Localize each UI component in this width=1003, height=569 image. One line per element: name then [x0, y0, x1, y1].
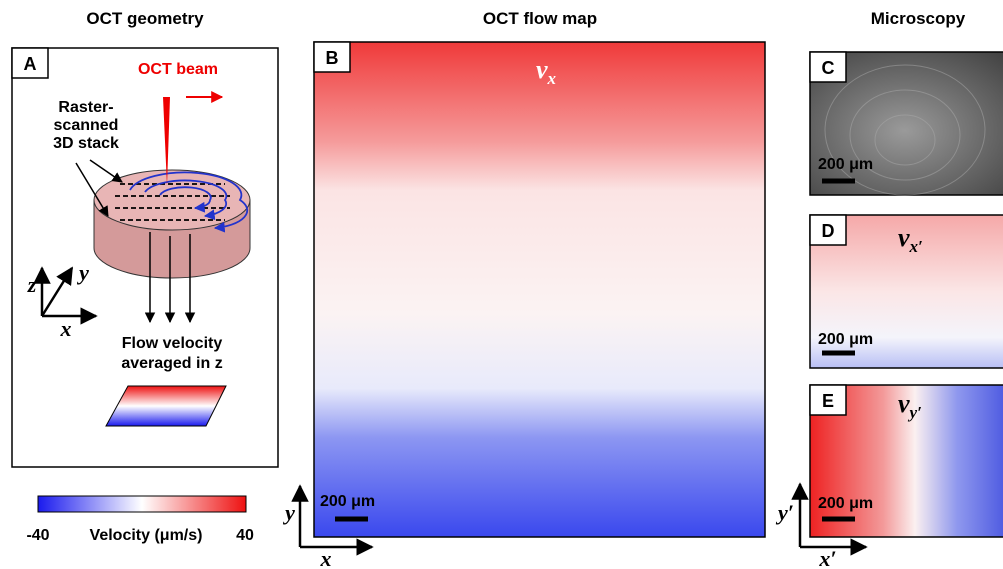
label-base: v	[898, 223, 910, 252]
panel-letter: A	[24, 54, 37, 74]
column-title: OCT geometry	[86, 9, 204, 28]
panel-letter: B	[326, 48, 339, 68]
flow-label: Flow velocity	[122, 335, 223, 352]
colorbar-label: Velocity (μm/s)	[90, 527, 203, 544]
stack-label: scanned	[54, 117, 119, 134]
scale-bar-label: 200 μm	[818, 156, 873, 173]
column-title: OCT flow map	[483, 9, 597, 28]
label-base: v	[898, 389, 910, 418]
axis-label: x	[60, 316, 72, 341]
stack-label: 3D stack	[53, 135, 119, 152]
axis-label: y′	[775, 500, 794, 525]
panel-letter: E	[822, 391, 834, 411]
colorbar-max: 40	[236, 527, 254, 544]
flow-label: averaged in z	[121, 355, 222, 372]
flow-map	[314, 42, 765, 537]
label-sub: x	[547, 69, 557, 88]
beam-label: OCT beam	[138, 61, 218, 78]
colorbar	[38, 496, 246, 512]
scale-bar-label: 200 μm	[320, 493, 375, 510]
panel-letter: D	[822, 221, 835, 241]
label-sub: x′	[909, 237, 923, 256]
axis-label: y	[282, 500, 295, 525]
axis-label: x′	[818, 546, 836, 569]
stack-label: Raster-	[58, 99, 113, 116]
label-sub: y′	[908, 403, 922, 422]
axis-label: x	[320, 546, 332, 569]
scale-bar-label: 200 μm	[818, 331, 873, 348]
colorbar-min: -40	[26, 527, 49, 544]
label-base: v	[536, 55, 548, 84]
axis-label: z	[27, 272, 37, 297]
figure: OCT geometry OCT flow map Microscopy A O…	[0, 0, 1003, 569]
scale-bar-label: 200 μm	[818, 495, 873, 512]
panel-letter: C	[822, 58, 835, 78]
column-title: Microscopy	[871, 9, 966, 28]
